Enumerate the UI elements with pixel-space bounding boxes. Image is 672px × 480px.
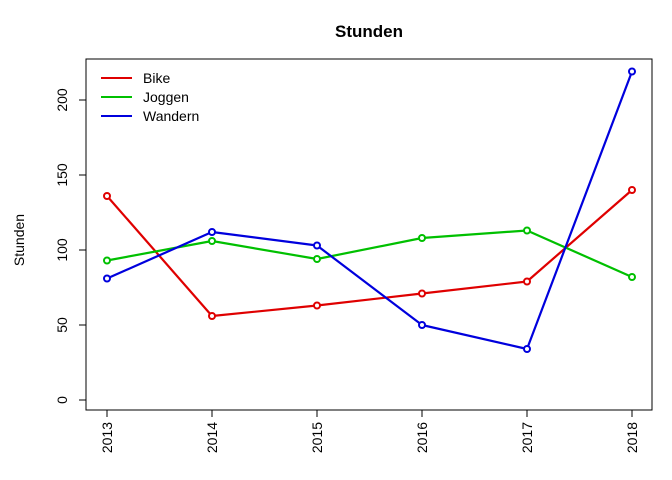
- chart-title: Stunden: [335, 22, 403, 41]
- data-point-joggen: [418, 234, 426, 242]
- series-layer: [103, 67, 636, 353]
- data-point-joggen: [103, 256, 111, 265]
- series-line-bike: [106, 189, 633, 318]
- series-joggen: [103, 226, 636, 281]
- data-point-bike: [418, 289, 426, 298]
- legend-item-bike: Bike: [101, 70, 170, 86]
- series-wandern: [103, 67, 636, 353]
- y-tick-label: 100: [54, 238, 70, 262]
- data-point-wandern: [103, 274, 111, 283]
- y-tick-label: 0: [54, 396, 70, 404]
- legend-item-wandern: Wandern: [101, 108, 199, 124]
- x-tick-label: 2018: [624, 422, 640, 453]
- x-tick-label: 2016: [414, 422, 430, 453]
- legend-label: Joggen: [143, 89, 189, 105]
- x-tick-label: 2014: [204, 422, 220, 453]
- series-line-joggen: [106, 229, 633, 279]
- data-point-bike: [208, 312, 216, 320]
- data-point-joggen: [313, 255, 321, 263]
- data-point-wandern: [418, 321, 426, 329]
- y-axis-title: Stunden: [11, 214, 27, 266]
- data-point-joggen: [628, 273, 636, 281]
- series-bike: [103, 186, 636, 320]
- data-point-wandern: [313, 241, 321, 250]
- data-point-bike: [103, 192, 111, 200]
- series-line-wandern: [106, 71, 634, 351]
- y-tick-label: 150: [54, 163, 70, 187]
- x-tick-label: 2015: [309, 422, 325, 453]
- legend-item-joggen: Joggen: [101, 89, 189, 105]
- y-axis: 0 50 100 150 200: [54, 88, 87, 404]
- data-point-wandern: [208, 228, 216, 236]
- legend-label: Wandern: [143, 108, 199, 124]
- data-point-wandern: [628, 67, 636, 76]
- y-tick-label: 50: [54, 317, 70, 333]
- x-tick-label: 2013: [99, 422, 115, 453]
- data-point-bike: [313, 301, 321, 310]
- legend-label: Bike: [143, 70, 170, 86]
- data-point-bike: [523, 277, 531, 286]
- data-point-joggen: [208, 237, 216, 245]
- data-point-joggen: [523, 226, 531, 235]
- data-point-wandern: [523, 345, 531, 353]
- legend: Bike Joggen Wandern: [101, 70, 199, 124]
- data-point-bike: [628, 186, 636, 194]
- x-axis: 2013 2014 2015 2016 2017 2018: [99, 409, 640, 453]
- x-tick-label: 2017: [519, 422, 535, 453]
- y-tick-label: 200: [54, 88, 70, 112]
